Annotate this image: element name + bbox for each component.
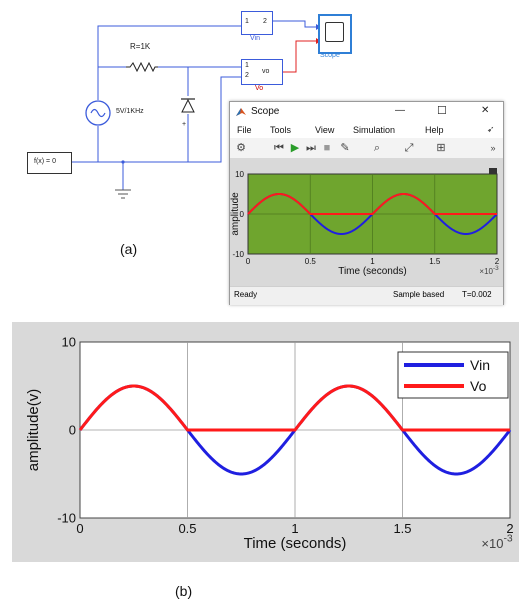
caption-a: (a) [120, 241, 138, 257]
legend-label-vin: Vin [470, 357, 490, 373]
menu-help[interactable]: Help [425, 125, 444, 135]
y-tick-label: 0 [240, 210, 245, 219]
y-axis-label: amplitude [230, 192, 241, 236]
y-axis-label: amplitude(v) [25, 389, 42, 472]
scope-block-label: Scope [320, 52, 340, 59]
close-button[interactable]: ✕ [481, 105, 490, 116]
vin-port2: 2 [263, 18, 267, 25]
x-axis-label: Time (seconds) [244, 535, 347, 552]
series-line-vo [78, 384, 510, 432]
diode-symbol [181, 98, 195, 113]
y-tick-label: 0 [69, 423, 76, 438]
highlight-icon[interactable]: ✎ [340, 142, 350, 154]
scope-toolbar: ⚙ ⏮ ▶ ⏭ ■ ✎ ⌕ ⤢ ⊞ » [230, 138, 503, 159]
vo-probe-block[interactable]: 1 2 vo [241, 59, 283, 85]
settings-icon[interactable]: ⚙ [236, 142, 246, 154]
x-tick-label: 2 [495, 257, 500, 266]
resistor-symbol [126, 61, 158, 73]
x-tick-label: 1 [370, 257, 375, 266]
vo-block-label: Vo [255, 85, 264, 92]
scope-window[interactable]: Scope — ☐ ✕ File Tools View Simulation H… [229, 101, 504, 305]
y-tick-label: 10 [62, 335, 76, 350]
wire-vo-scope [282, 40, 316, 73]
scope-block-screen [325, 22, 344, 42]
x-exponent-label: ×10-3 [479, 265, 499, 276]
status-mode: Sample based [393, 290, 445, 299]
legend-label-vo: Vo [470, 378, 487, 394]
autoscale-icon[interactable]: ⤢ [404, 142, 414, 154]
x-exponent-label: ×10-3 [481, 534, 513, 552]
x-axis-label: Time (seconds) [338, 266, 407, 277]
minimize-button[interactable]: — [395, 105, 405, 116]
source-label: 5V/1KHz [116, 108, 144, 115]
scope-title: Scope [251, 106, 280, 117]
figure-b-panel: 0 0.5 1 1.5 2 10 0 -10 Time (seconds) amplitude(v… [12, 322, 519, 562]
step-back-icon[interactable]: ⏮ [274, 142, 284, 154]
vin-block-label: Vin [250, 35, 260, 42]
x-tick-label: 0 [246, 257, 251, 266]
cursor-icon[interactable]: ⊞ [436, 142, 446, 154]
constant-block[interactable]: f(x) = 0 [27, 152, 72, 174]
scope-legend-toggle-icon [489, 168, 497, 174]
y-tick-label: 10 [235, 170, 244, 179]
status-time: T=0.002 [462, 290, 492, 299]
vin-probe-block[interactable]: 1 2 [241, 11, 273, 35]
menu-pin-icon[interactable]: ➹ [487, 124, 495, 134]
legend-box [397, 351, 509, 399]
vin-port1: 1 [245, 18, 249, 25]
scope-menubar: File Tools View Simulation Help ➹ [230, 122, 503, 138]
diode-plus-label: + [182, 121, 187, 128]
x-tick-label: 2 [506, 521, 513, 536]
menu-tools[interactable]: Tools [270, 125, 292, 135]
run-icon[interactable]: ▶ [290, 142, 300, 154]
step-forward-icon[interactable]: ⏭ [306, 142, 316, 154]
more-icon[interactable]: » [490, 143, 496, 153]
x-exponent-power: -3 [493, 265, 499, 272]
x-tick-label: 1 [291, 521, 298, 536]
wire-vin-scope [271, 20, 316, 28]
sine-source-wave [90, 108, 106, 118]
series-line-vo [247, 192, 497, 215]
x-tick-label: 1.5 [429, 257, 441, 266]
stop-icon[interactable]: ■ [323, 142, 331, 154]
scope-block[interactable] [318, 14, 352, 54]
x-exponent-power: -3 [503, 534, 512, 545]
vo-port1: 1 [245, 62, 249, 69]
y-tick-label: -10 [232, 250, 244, 259]
wire-source-down [97, 126, 123, 163]
junction-dot [121, 160, 125, 164]
maximize-button[interactable]: ☐ [437, 105, 447, 117]
matlab-logo-icon [236, 108, 246, 116]
wire-bottom [71, 76, 241, 163]
scope-statusbar: Ready Sample based T=0.002 [230, 286, 503, 305]
vo-block-text: vo [262, 68, 270, 75]
status-ready: Ready [234, 290, 258, 299]
caption-b: (b) [175, 583, 193, 599]
scope-plot-area: 0 0.5 1 1.5 2 10 0 -10 Time (seconds) amplitude ×1… [230, 158, 503, 286]
menu-file[interactable]: File [237, 125, 252, 135]
x-tick-label: 1.5 [393, 521, 411, 536]
resistor-label: R=1K [130, 42, 151, 51]
wire-top [97, 25, 241, 62]
scope-titlebar[interactable]: Scope — ☐ ✕ [230, 102, 503, 122]
constant-block-text: f(x) = 0 [34, 158, 56, 165]
ground-symbol [115, 189, 131, 199]
x-tick-label: 0.5 [178, 521, 196, 536]
y-tick-label: -10 [57, 511, 76, 526]
menu-simulation[interactable]: Simulation [353, 125, 396, 135]
vo-port2: 2 [245, 72, 249, 79]
zoom-icon[interactable]: ⌕ [373, 142, 381, 154]
menu-view[interactable]: View [315, 125, 335, 135]
x-tick-label: 0 [76, 521, 83, 536]
x-tick-label: 0.5 [305, 257, 317, 266]
